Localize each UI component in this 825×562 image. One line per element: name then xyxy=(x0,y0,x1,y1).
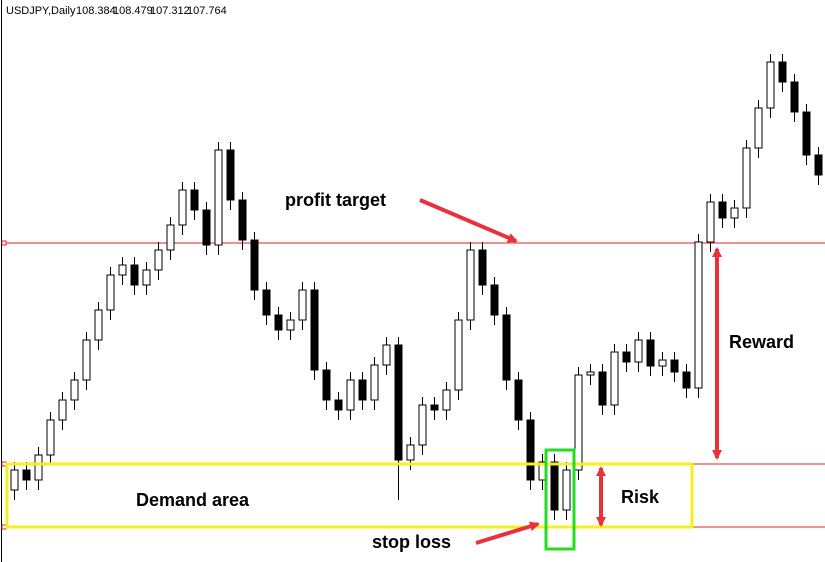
candle-body xyxy=(562,469,571,511)
candle-body xyxy=(394,344,403,461)
stop-loss-arrow xyxy=(475,521,540,545)
candle-body xyxy=(130,264,139,286)
candle-body xyxy=(46,419,55,456)
candle-body xyxy=(166,224,175,251)
candle-body xyxy=(370,364,379,401)
candle-body xyxy=(466,249,475,321)
candle-body xyxy=(274,314,283,331)
candle-body xyxy=(430,404,439,411)
candle-body xyxy=(442,389,451,411)
candle-body xyxy=(418,404,427,446)
candle-body xyxy=(754,107,763,149)
candle-body xyxy=(598,371,607,406)
candle-body xyxy=(334,399,343,411)
demand-zone xyxy=(5,462,694,529)
candle-body xyxy=(802,111,811,156)
candle-body xyxy=(70,379,79,401)
candle-body xyxy=(730,207,739,219)
candle-body xyxy=(250,239,259,291)
candle-body xyxy=(358,379,367,401)
candle-body xyxy=(286,319,295,331)
candle-body xyxy=(526,419,535,481)
candle-body xyxy=(322,369,331,401)
candle-body xyxy=(238,199,247,241)
candle-body xyxy=(10,469,19,491)
candle-body xyxy=(670,359,679,373)
candle-body xyxy=(382,344,391,366)
candle-body xyxy=(154,249,163,271)
candle-body xyxy=(94,309,103,341)
candle-body xyxy=(478,249,487,286)
candle-body xyxy=(658,359,667,367)
candle-body xyxy=(118,264,127,276)
candle-body xyxy=(202,209,211,246)
candle-body xyxy=(178,189,187,226)
level-marker xyxy=(1,240,7,246)
candle-body xyxy=(406,444,415,461)
header-value: 107.312 xyxy=(150,5,190,17)
stop-loss-box xyxy=(544,448,576,551)
annotation: Reward xyxy=(729,332,794,352)
candle-body xyxy=(718,201,727,219)
candle-body xyxy=(214,149,223,246)
profit-arrow xyxy=(419,198,518,243)
candle-body xyxy=(814,154,823,176)
level-marker xyxy=(1,524,7,530)
candle-body xyxy=(58,399,67,421)
candle-body xyxy=(610,351,619,406)
candle-body xyxy=(106,274,115,311)
candle-body xyxy=(682,371,691,389)
header-value: 108.384 xyxy=(76,5,116,17)
annotation: Demand area xyxy=(136,490,250,510)
candle-body xyxy=(262,289,271,316)
candle-body xyxy=(742,147,751,209)
candle-body xyxy=(574,374,583,471)
candle-body xyxy=(586,371,595,376)
annotation: stop loss xyxy=(372,532,451,552)
candle-body xyxy=(22,469,31,481)
candle-body xyxy=(766,61,775,109)
candle-body xyxy=(226,149,235,201)
candle-body xyxy=(634,339,643,363)
candle-body xyxy=(142,269,151,286)
candle-body xyxy=(706,201,715,243)
annotation: Risk xyxy=(621,487,660,507)
level-marker xyxy=(1,461,7,467)
candle-body xyxy=(298,289,307,321)
candle-body xyxy=(310,289,319,371)
candles xyxy=(10,54,823,520)
candle-body xyxy=(346,379,355,411)
header-value: 108.479 xyxy=(113,5,153,17)
candle-body xyxy=(82,339,91,381)
header-value: 107.764 xyxy=(187,5,227,17)
candle-body xyxy=(514,379,523,421)
annotation: profit target xyxy=(285,190,386,210)
candle-body xyxy=(550,461,559,511)
candle-body xyxy=(622,351,631,363)
candle-body xyxy=(190,189,199,211)
symbol: USDJPY,Daily xyxy=(6,5,76,17)
candle-body xyxy=(454,319,463,391)
candle-body xyxy=(646,339,655,367)
annotations: profit target Reward Risk Demand area stop l… xyxy=(5,190,794,552)
candle-body xyxy=(790,81,799,113)
candle-body xyxy=(490,284,499,316)
candle-body xyxy=(778,61,787,83)
candle-body xyxy=(694,241,703,389)
candle-body xyxy=(34,454,43,481)
candle-body xyxy=(502,314,511,381)
